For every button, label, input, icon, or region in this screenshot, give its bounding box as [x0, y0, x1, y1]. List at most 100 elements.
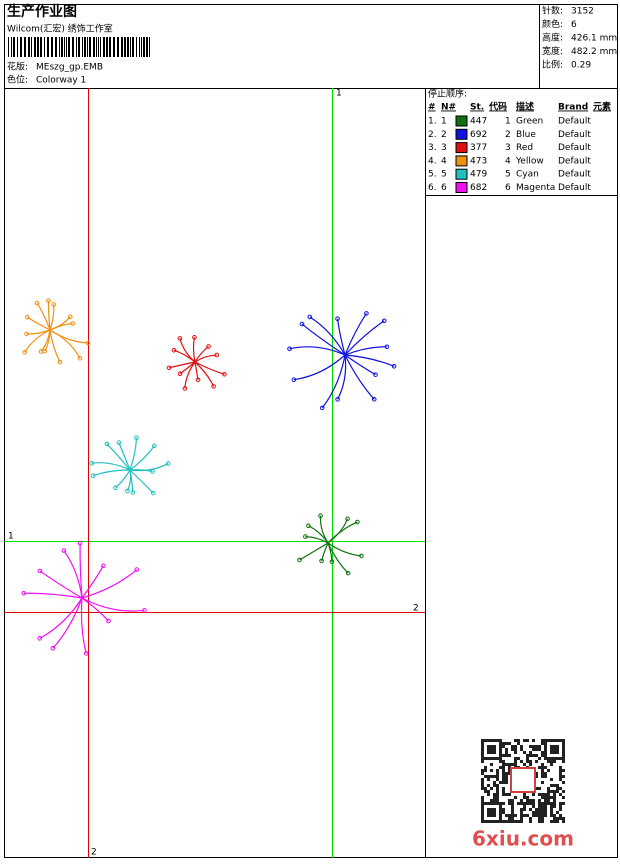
qr-cell — [487, 778, 490, 781]
stitch-branch — [129, 445, 155, 471]
qr-cell — [559, 766, 562, 769]
stitch-loop — [177, 336, 183, 341]
row-needle: 5 — [441, 170, 447, 180]
stitch-branch — [36, 302, 51, 331]
qr-cell — [541, 739, 544, 742]
qr-cell — [538, 748, 541, 751]
row-needle: 1 — [441, 117, 447, 127]
stitch-loop — [297, 557, 302, 563]
qr-cell — [532, 745, 535, 748]
row-brand: Default — [558, 183, 591, 193]
watermark: 6xiu.com — [472, 827, 574, 851]
qr-cell — [481, 808, 484, 811]
stitch-loop — [373, 372, 378, 377]
stitch-branch — [49, 329, 89, 344]
stitch-loop — [319, 405, 325, 411]
qr-cell — [529, 745, 532, 748]
qr-cell — [493, 775, 496, 778]
qr-cell — [556, 745, 559, 748]
qr-cell — [481, 811, 484, 814]
stitch-loop — [83, 651, 89, 656]
qr-cell — [535, 754, 538, 757]
stitch-branch — [192, 337, 196, 363]
qr-cell — [511, 817, 514, 820]
qr-cell — [499, 751, 502, 754]
stitch-loop — [299, 321, 305, 327]
stitch-branch — [321, 354, 346, 409]
qr-cell — [511, 811, 514, 814]
stitch-loop — [38, 349, 44, 354]
qr-cell — [559, 808, 562, 811]
qr-cell — [535, 808, 538, 811]
stitch-branch — [106, 443, 131, 471]
qr-cell — [511, 748, 514, 751]
qr-cell — [547, 787, 550, 790]
qr-cell — [535, 745, 538, 748]
qr-cell — [553, 820, 556, 823]
qr-cell — [550, 763, 553, 766]
qr-cell — [499, 781, 502, 784]
qr-cell — [508, 769, 511, 772]
qr-cell — [532, 805, 535, 808]
qr-cell — [562, 754, 565, 757]
design: MEszg_gp.EMB — [36, 63, 103, 73]
qr-cell — [529, 802, 532, 805]
stitch-branch — [80, 597, 87, 654]
row-code: 1 — [505, 117, 511, 127]
bar — [51, 37, 53, 57]
qr-cell — [514, 739, 517, 742]
qr-cell — [544, 793, 547, 796]
qr-cell — [487, 790, 490, 793]
qr-cell — [526, 760, 529, 763]
qr-cell — [496, 772, 499, 775]
qr-cell — [517, 739, 520, 742]
row-needle: 3 — [441, 143, 447, 153]
stitch-loop — [214, 352, 220, 358]
qr-cell — [505, 781, 508, 784]
bar — [87, 37, 88, 57]
row-brand: Default — [558, 156, 591, 166]
qr-cell — [481, 772, 484, 775]
stitch-branch — [289, 346, 346, 356]
bar — [76, 37, 77, 57]
qr-cell — [523, 739, 526, 742]
qr-cell — [484, 787, 487, 790]
row-needle: 2 — [441, 130, 447, 140]
stitch-loop — [130, 490, 136, 495]
stitch-loop — [307, 314, 313, 320]
qr-cell — [481, 745, 484, 748]
row-code: 3 — [505, 143, 511, 153]
colorway: Colorway 1 — [36, 76, 86, 86]
qr-cell — [553, 793, 556, 796]
stitch-branch — [327, 542, 362, 557]
stitch-loop — [329, 559, 335, 565]
stitch-loop — [211, 384, 216, 389]
qr-cell — [535, 787, 538, 790]
qr-cell — [538, 802, 541, 805]
qr-cell — [556, 820, 559, 823]
row-desc: Cyan — [516, 170, 539, 180]
qr-cell — [481, 778, 484, 781]
qr-cell — [520, 820, 523, 823]
qr-cell — [523, 793, 526, 796]
qr-cell — [487, 793, 490, 796]
stitch-loop — [345, 516, 350, 522]
stitch-loop — [152, 443, 157, 449]
qr-cell — [517, 757, 520, 760]
qr-cell — [508, 763, 511, 766]
outer-border — [4, 4, 618, 858]
qr-cell — [481, 757, 484, 760]
qr-cell — [481, 799, 484, 802]
row-index: 5. — [428, 170, 437, 180]
qr-cell — [514, 820, 517, 823]
stitch-branch — [299, 542, 329, 561]
row-stitches: 473 — [470, 156, 487, 166]
stitch-loop — [384, 344, 390, 350]
qr-cell — [535, 748, 538, 751]
info-label: 颜色: — [542, 18, 563, 30]
row-code: 6 — [505, 183, 511, 193]
qr-cell — [511, 808, 514, 811]
qr-cell — [544, 805, 547, 808]
stitch-branch — [129, 437, 138, 471]
